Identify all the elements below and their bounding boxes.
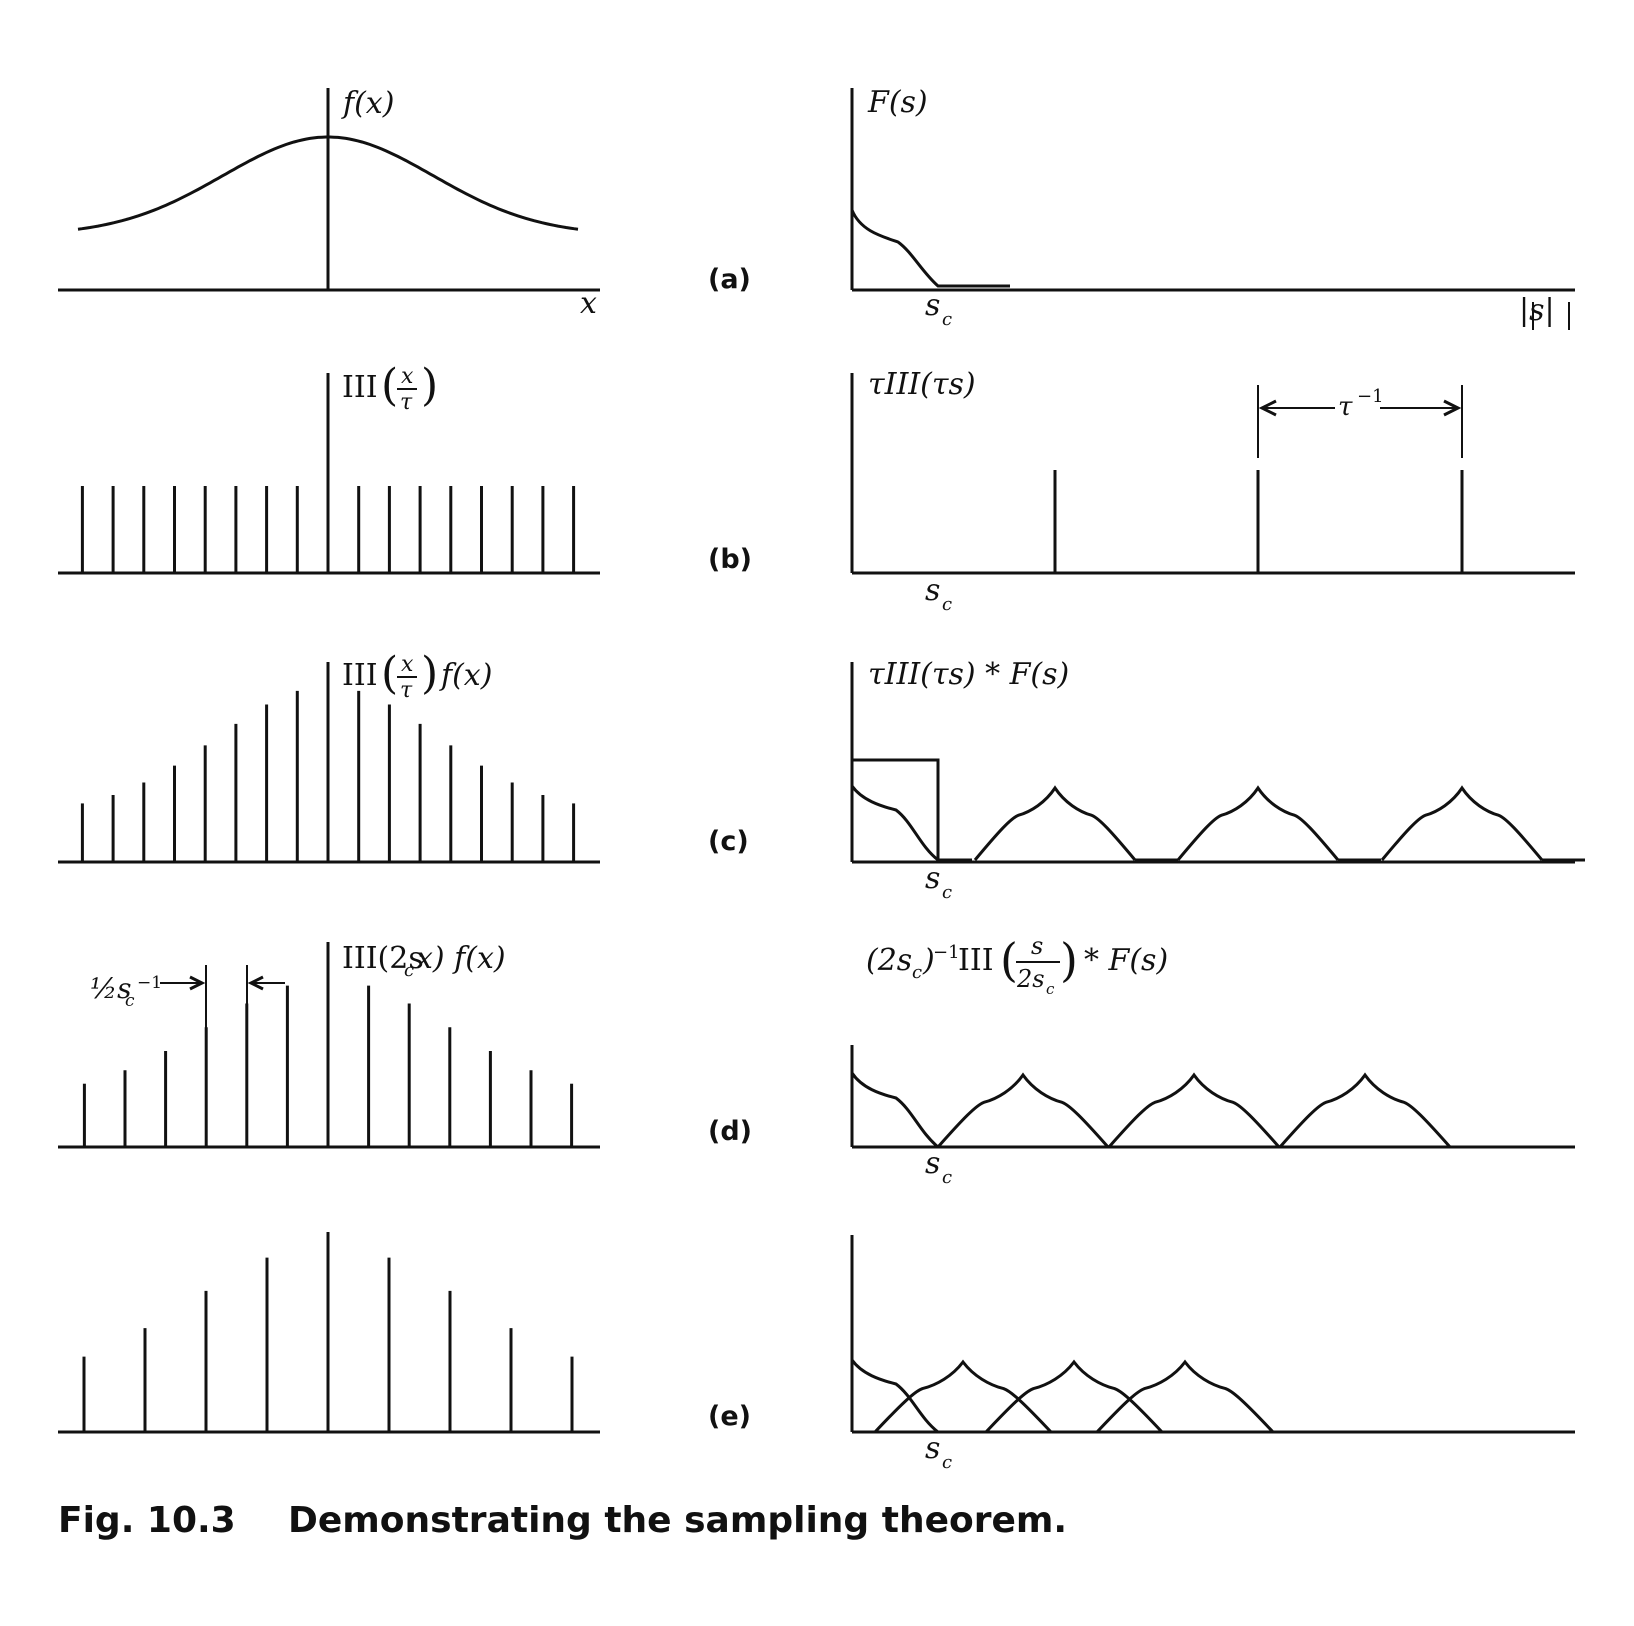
shah-times-f-label: III ( x τ ) f(x) (342, 648, 492, 703)
svg-text:τ: τ (400, 390, 413, 415)
replica-c-1 (973, 785, 1137, 861)
svg-text:s: s (925, 861, 940, 896)
replica-e-0 (850, 1359, 939, 1434)
x-axis-label: x (580, 286, 597, 321)
abs-s-axis-label: |s| (1519, 293, 1555, 328)
svg-text:III: III (342, 658, 378, 693)
svg-text:c: c (1046, 980, 1055, 998)
replica-d-1 (936, 1072, 1110, 1148)
svg-text:s: s (1031, 932, 1043, 960)
panel-label-c: (c) (708, 826, 749, 857)
arrowhead-right (1443, 399, 1462, 417)
svg-text:c: c (942, 594, 952, 615)
svg-text:(: ( (381, 360, 398, 411)
lowpass-box (852, 758, 940, 860)
svg-text:f(x): f(x) (439, 658, 492, 693)
svg-text:(2s: (2s (866, 943, 912, 978)
svg-text:c: c (942, 882, 952, 903)
svg-text:): ) (421, 360, 438, 411)
svg-text:c: c (125, 991, 135, 1011)
sc-label-e: s c (925, 1431, 952, 1473)
svg-text:x) f(x): x) f(x) (416, 941, 506, 976)
svg-text:c: c (942, 1167, 952, 1188)
svg-text:s: s (925, 573, 940, 608)
right-column (850, 88, 1585, 1434)
svg-text:−1: −1 (137, 973, 162, 993)
spacing-label: ½s c −1 (90, 972, 162, 1011)
replica-e-2 (984, 1359, 1164, 1434)
svg-text:(: ( (381, 648, 398, 699)
F-of-s-label: F(s) (867, 85, 928, 120)
svg-text:−1: −1 (933, 942, 960, 963)
svg-text:τ: τ (1338, 392, 1353, 422)
replica-c-3 (1380, 785, 1544, 861)
svg-text:* F(s): * F(s) (1084, 943, 1168, 978)
shah-2sc-times-f-label: III(2s c x) f(x) (342, 941, 506, 981)
replica-d-0 (850, 1072, 939, 1149)
caption-text: Demonstrating the sampling theorem. (288, 1500, 1068, 1541)
panel-label-e: (e) (708, 1401, 751, 1432)
panel-label-a: (a) (708, 264, 751, 295)
panel-label-b: (b) (708, 544, 752, 575)
svg-text:½s: ½s (90, 972, 132, 1005)
svg-text:III: III (342, 370, 378, 405)
convolution-label-d: (2s c ) −1 III ( s 2s c ) * F(s) (866, 932, 1168, 998)
sc-label-d: s c (925, 1146, 952, 1188)
sc-label-a: s c (925, 288, 952, 330)
gaussian-curve (77, 135, 579, 231)
svg-text:τ: τ (400, 678, 413, 703)
svg-text:(: ( (1000, 933, 1018, 987)
svg-text:s: s (925, 288, 940, 323)
spacing-arrowhead-left (189, 975, 206, 991)
svg-text:): ) (922, 943, 935, 978)
replica-c-2 (1176, 785, 1340, 861)
svg-text:c: c (942, 1452, 952, 1473)
svg-text:−1: −1 (1357, 386, 1384, 407)
replica-e-1 (873, 1359, 1053, 1434)
figure-caption: Fig. 10.3 Demonstrating the sampling theo… (58, 1500, 1067, 1541)
svg-text:x: x (401, 364, 414, 389)
spacing-arrowhead-right (247, 975, 264, 991)
left-column (58, 88, 600, 1434)
svg-text:c: c (404, 960, 414, 981)
svg-text:III: III (958, 943, 994, 978)
convolution-label-c: τIII(τs) * F(s) (868, 657, 1069, 692)
svg-text:x: x (401, 652, 414, 677)
svg-text:s: s (925, 1146, 940, 1181)
svg-text:): ) (421, 648, 438, 699)
arrowhead-left (1258, 399, 1277, 417)
tau-shah-tau-s-label: τIII(τs) (868, 367, 976, 402)
replica-d-3 (1278, 1072, 1452, 1148)
svg-text:2s: 2s (1016, 965, 1045, 993)
svg-text:s: s (925, 1431, 940, 1466)
replica-e-3 (1095, 1359, 1275, 1434)
svg-text:): ) (1060, 933, 1078, 987)
svg-text:c: c (942, 309, 952, 330)
sc-label-b: s c (925, 573, 952, 615)
caption-number: Fig. 10.3 (58, 1500, 236, 1541)
spectrum-F-of-s (850, 209, 1010, 288)
svg-text:c: c (912, 962, 922, 983)
replica-c-0 (850, 785, 972, 862)
replica-d-2 (1107, 1072, 1281, 1148)
sc-label-c: s c (925, 861, 952, 903)
svg-text:III(2s: III(2s (342, 941, 424, 976)
shah-x-over-tau-label: III ( x τ ) (342, 360, 438, 415)
period-label: τ −1 (1338, 386, 1384, 422)
f-of-x-label: f(x) (341, 86, 394, 121)
panel-label-d: (d) (708, 1116, 752, 1147)
